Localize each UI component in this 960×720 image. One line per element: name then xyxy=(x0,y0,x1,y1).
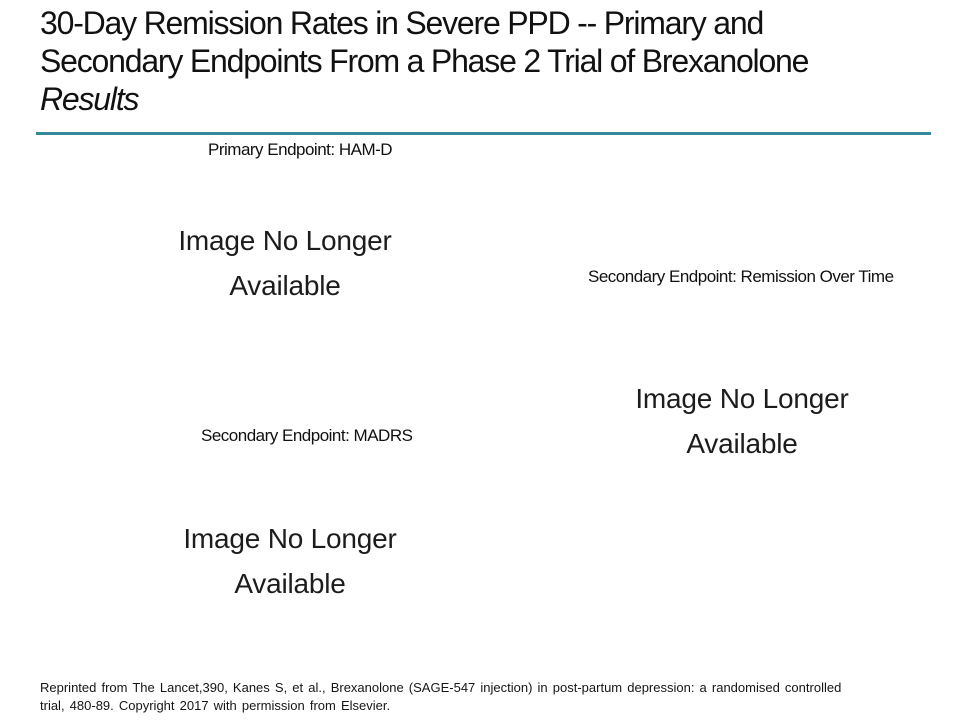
title-divider xyxy=(36,132,931,135)
title-line-2: Secondary Endpoints From a Phase 2 Trial… xyxy=(40,43,809,79)
title-line-1: 30-Day Remission Rates in Severe PPD -- … xyxy=(40,5,764,41)
caption-primary-endpoint-hamd: Primary Endpoint: HAM-D xyxy=(208,140,393,159)
missing-image-placeholder-remission-over-time: Image No Longer Available xyxy=(635,383,849,459)
footer-citation-line-1: Reprinted from The Lancet,390, Kanes S, … xyxy=(40,680,842,695)
missing-image-placeholder-madrs: Image No Longer Available xyxy=(183,523,397,599)
caption-secondary-endpoint-madrs: Secondary Endpoint: MADRS xyxy=(201,426,413,445)
footer-citation: Reprinted from The Lancet,390, Kanes S, … xyxy=(40,679,940,715)
title-line-results: Results xyxy=(40,81,140,117)
caption-secondary-endpoint-remission-over-time: Secondary Endpoint: Remission Over Time xyxy=(588,267,894,286)
page-title: 30-Day Remission Rates in Severe PPD -- … xyxy=(40,4,935,118)
missing-image-placeholder-hamd: Image No Longer Available xyxy=(178,225,392,301)
footer-citation-line-2: trial, 480-89. Copyright 2017 with permi… xyxy=(40,698,391,713)
